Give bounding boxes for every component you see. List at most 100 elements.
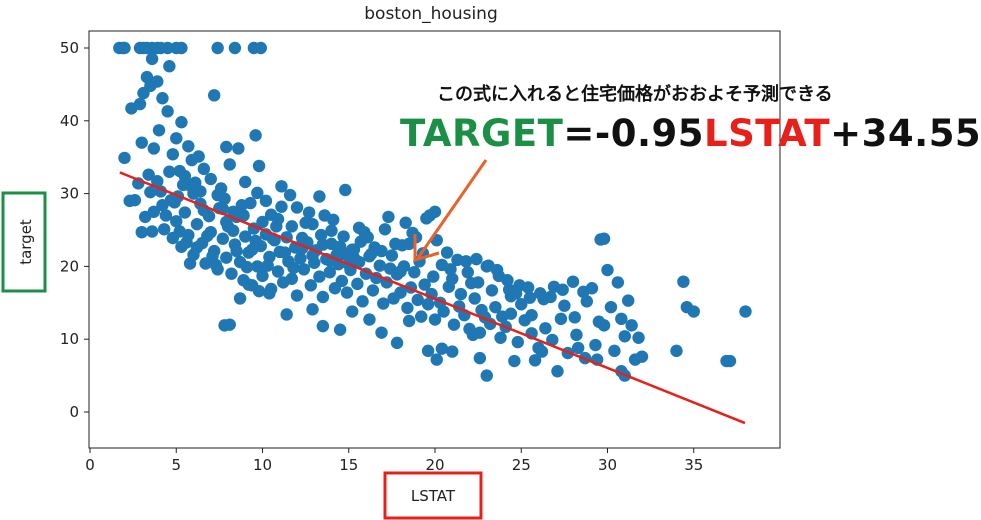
- data-point: [163, 59, 176, 73]
- data-point: [394, 265, 407, 278]
- data-point: [480, 260, 493, 273]
- data-point: [622, 294, 635, 307]
- data-point: [304, 279, 317, 292]
- data-point: [204, 172, 217, 186]
- y-tick-label: 30: [60, 185, 79, 203]
- data-point: [440, 246, 454, 259]
- data-point: [635, 350, 649, 363]
- y-tick-label: 20: [60, 257, 79, 275]
- data-point: [201, 229, 214, 243]
- data-point: [302, 206, 316, 219]
- data-point: [401, 301, 414, 315]
- data-point: [677, 275, 690, 288]
- data-point: [459, 255, 473, 268]
- data-point: [220, 251, 233, 264]
- data-point: [325, 224, 338, 237]
- data-point: [166, 148, 179, 161]
- x-tick-label: 0: [85, 456, 95, 474]
- data-point: [259, 194, 273, 208]
- data-point: [489, 300, 502, 314]
- data-point: [585, 282, 599, 295]
- equation-coefficient: =-0.95: [563, 112, 705, 155]
- regression-line: [119, 171, 746, 425]
- data-point: [528, 354, 542, 367]
- data-point: [723, 354, 737, 368]
- data-point: [159, 209, 173, 222]
- data-point: [239, 230, 252, 243]
- data-point: [175, 41, 188, 55]
- data-point: [385, 249, 399, 262]
- data-point: [632, 331, 645, 344]
- annotation-caption: この式に入れると住宅価格がおおよそ予測できる: [437, 84, 833, 105]
- data-point: [290, 201, 304, 214]
- data-point: [571, 341, 585, 355]
- data-point: [421, 344, 435, 358]
- data-point: [190, 241, 204, 254]
- y-axis-ticks: 0 10 20 30 40 50: [60, 39, 89, 421]
- data-point: [535, 345, 549, 358]
- data-point: [271, 265, 285, 278]
- data-point: [197, 162, 211, 176]
- data-point: [501, 274, 514, 287]
- data-point: [368, 241, 381, 254]
- data-point: [558, 299, 571, 312]
- data-point: [470, 252, 483, 266]
- equation-intercept: +34.55: [830, 112, 981, 155]
- data-point: [225, 267, 238, 280]
- data-point: [411, 293, 424, 307]
- data-point: [182, 140, 195, 153]
- y-tick-label: 0: [69, 403, 79, 421]
- data-point: [337, 230, 350, 243]
- data-point: [135, 225, 148, 239]
- data-point: [471, 276, 485, 289]
- data-point: [601, 263, 614, 277]
- data-point: [427, 270, 440, 283]
- y-tick-label: 50: [60, 39, 79, 57]
- data-point: [254, 41, 267, 55]
- data-point: [144, 185, 157, 199]
- data-point: [446, 272, 459, 285]
- data-point: [611, 276, 625, 289]
- data-point: [454, 287, 468, 301]
- data-point: [435, 342, 449, 355]
- xlabel-highlight-box: [383, 471, 483, 520]
- data-point: [509, 287, 523, 300]
- data-point: [240, 260, 254, 274]
- data-point: [285, 272, 299, 285]
- data-point: [570, 328, 583, 342]
- equation-target-word: TARGET: [400, 112, 564, 155]
- data-point: [366, 284, 380, 297]
- data-point: [318, 209, 331, 222]
- data-point: [118, 151, 131, 165]
- data-point: [230, 244, 243, 258]
- data-point: [170, 132, 183, 145]
- data-point: [271, 212, 285, 226]
- data-point: [687, 305, 700, 318]
- data-point: [239, 175, 252, 189]
- data-point: [363, 313, 376, 326]
- data-point: [589, 338, 602, 352]
- data-point: [333, 323, 347, 336]
- data-point: [446, 345, 459, 358]
- data-point: [351, 277, 364, 291]
- y-tick-label: 40: [60, 112, 79, 130]
- data-point: [233, 292, 247, 305]
- data-point: [618, 330, 631, 343]
- data-point: [151, 75, 164, 88]
- data-point: [490, 263, 504, 277]
- data-point: [566, 275, 580, 288]
- data-point: [306, 249, 319, 262]
- data-point: [418, 278, 431, 291]
- data-point: [375, 326, 388, 339]
- data-point: [228, 41, 242, 55]
- data-point: [323, 266, 336, 279]
- data-point: [340, 286, 354, 299]
- data-point: [251, 186, 264, 200]
- data-point: [511, 335, 524, 349]
- data-point: [147, 142, 161, 155]
- chart-title: boston_housing: [364, 4, 498, 24]
- data-point: [373, 259, 386, 272]
- data-point: [313, 270, 326, 283]
- data-point: [299, 216, 312, 229]
- data-point: [135, 136, 148, 149]
